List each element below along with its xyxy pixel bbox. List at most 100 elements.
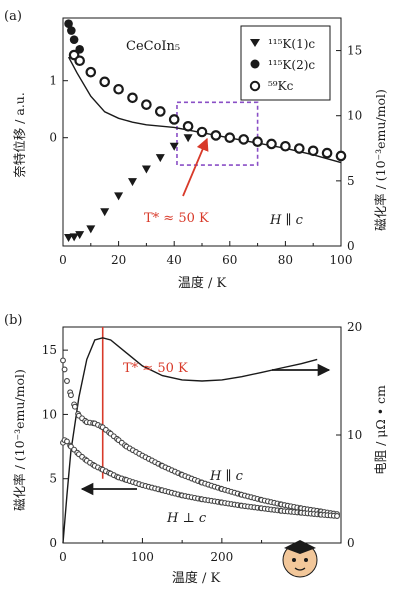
panel-b-perp-annotation: H ⊥ c [166, 511, 207, 526]
panel-a-y-right-axis-label: 磁化率 / (10⁻³emu/mol) [373, 89, 388, 231]
panel-a-co-point [141, 99, 152, 110]
panel-b-data-marks [60, 357, 340, 519]
legend-triangle-marker [250, 39, 260, 47]
legend-entry-co: ⁵⁹Kc [268, 79, 294, 93]
panel-a-k1-point [141, 165, 151, 174]
panel-b-y-left-tick-label: 15 [42, 343, 57, 357]
panel-a-x-ticks: 0 20 40 60 80 100 [59, 241, 352, 267]
legend-filled-circle-marker [250, 59, 260, 69]
panel-a-y-right-ticks: 0 5 10 15 [336, 44, 362, 253]
panel-b-y-right-axis-label: 电阻 / μΩ • cm [373, 385, 388, 475]
watermark-logo [282, 540, 318, 578]
logo-cap-icon [284, 540, 316, 554]
panel-b-tstar-annotation: T* ≈ 50 K [123, 361, 188, 376]
panel-b-par-point [64, 378, 70, 384]
panel-b-y-right-ticks: 0 10 20 [336, 320, 362, 550]
panel-b: (b) 0 100 200 0 5 10 15 0 10 20 温度 / K 磁化率 / (1… [4, 313, 388, 586]
panel-a-k1-point [169, 142, 179, 151]
panel-b-x-ticks: 0 100 200 [59, 538, 263, 564]
panel-a-co-point [85, 66, 97, 78]
panel-b-par-point [61, 366, 68, 373]
panel-a-co-point [196, 126, 208, 138]
panel-a-co-point [127, 92, 138, 104]
panel-a-k2-point [64, 19, 73, 29]
panel-a-co-point [335, 150, 347, 162]
panel-b-x-tick-label: 100 [131, 550, 154, 564]
panel-a-tstar-annotation: T* ≈ 50 K [144, 211, 209, 226]
panel-a-co-point [210, 130, 222, 141]
panel-a-k1-point [69, 233, 79, 242]
panel-b-par-point [60, 357, 66, 364]
panel-a-co-point [74, 55, 85, 67]
legend-entry-k2: ¹¹⁵K(2)c [268, 58, 315, 72]
panel-a-k1-point [86, 225, 96, 234]
panel-a-y-right-tick-label: 10 [347, 109, 362, 123]
panel-b-y-left-tick-label: 10 [42, 407, 57, 421]
panel-b-par-point [67, 392, 74, 399]
panel-a-co-point [293, 143, 305, 154]
logo-smile-icon [294, 567, 306, 571]
panel-a-legend: ¹¹⁵K(1)c ¹¹⁵K(2)c ⁵⁹Kc [240, 25, 331, 101]
panel-a-x-tick-label: 100 [330, 253, 353, 267]
panel-b-y-right-tick-label: 10 [347, 428, 362, 442]
panel-b-perp-point [334, 513, 340, 519]
logo-eye-left-icon [292, 558, 296, 562]
panel-a-k1-point [183, 134, 193, 143]
panel-a-k2-point [75, 45, 84, 54]
panel-a-k1-point [75, 231, 85, 240]
panel-a-co-point [99, 76, 110, 88]
panel-b-y-left-axis-label: 磁化率 / (10⁻³emu/mol) [12, 369, 27, 511]
panel-b-y-right-tick-label: 20 [347, 320, 362, 334]
panel-a-y-left-tick-label: 0 [49, 131, 57, 145]
panel-a-k2-point [69, 35, 79, 44]
panel-a-co-point [266, 138, 277, 150]
panel-a-co-point [307, 145, 319, 157]
panel-a-tstar-arrow [182, 137, 209, 197]
panel-a-co-point [280, 140, 291, 152]
panel-a-y-left-tick-label: 1 [49, 74, 57, 88]
panel-b-y-left-tick-label: 5 [49, 472, 57, 486]
panel-a-co-point [113, 83, 124, 95]
panel-a-k1-point [64, 233, 74, 242]
panel-a-x-axis-label: 温度 / K [178, 275, 227, 291]
panel-a-k1-point [114, 192, 124, 201]
panel-b-x-tick-label: 0 [59, 550, 67, 564]
panel-a-y-right-tick-label: 15 [347, 44, 362, 58]
panel-a-x-tick-label: 20 [111, 253, 126, 267]
panel-a-co-point [238, 134, 249, 145]
panel-a-highlight-box [176, 101, 259, 166]
panel-a-x-tick-label: 0 [59, 253, 67, 267]
panel-a-data-marks [64, 19, 347, 242]
panel-a-k1-point [128, 178, 137, 187]
panel-a-co-point [321, 147, 333, 159]
panel-b-y-left-ticks: 0 5 10 15 [42, 343, 68, 550]
panel-b-label: (b) [4, 313, 22, 328]
panel-a-co-point [182, 121, 194, 132]
panel-a-k1-point [100, 208, 110, 217]
panel-a-x-tick-label: 40 [167, 253, 182, 267]
panel-a-co-point [252, 136, 263, 147]
panel-a-field-annotation: H ∥ c [269, 213, 304, 228]
legend-entry-k1: ¹¹⁵K(1)c [268, 37, 315, 51]
panel-b-y-left-tick-label: 0 [49, 536, 57, 550]
panel-b-y-right-tick-label: 0 [347, 536, 355, 550]
legend-open-circle-marker [249, 80, 261, 92]
panel-b-perp-point [64, 438, 70, 445]
panel-a-y-right-tick-label: 0 [347, 239, 355, 253]
panel-a-k2-point [67, 26, 76, 35]
panel-a-x-tick-label: 60 [222, 253, 237, 267]
panel-a-co-point [224, 132, 236, 143]
panel-a-y-left-axis-label: 奈特位移 / a.u. [12, 92, 27, 178]
panel-a-x-tick-label: 80 [278, 253, 293, 267]
panel-a-y-left-ticks: 01 [49, 74, 68, 145]
panel-b-par-annotation: H ∥ c [209, 469, 244, 484]
panel-a-co-point [168, 114, 180, 125]
panel-a-material-label: CeCoIn₅ [126, 39, 180, 54]
panel-b-resistivity-curve [62, 337, 318, 544]
panel-a-label: (a) [4, 9, 22, 24]
logo-eye-right-icon [304, 558, 308, 562]
panel-b-par-point [71, 403, 78, 410]
